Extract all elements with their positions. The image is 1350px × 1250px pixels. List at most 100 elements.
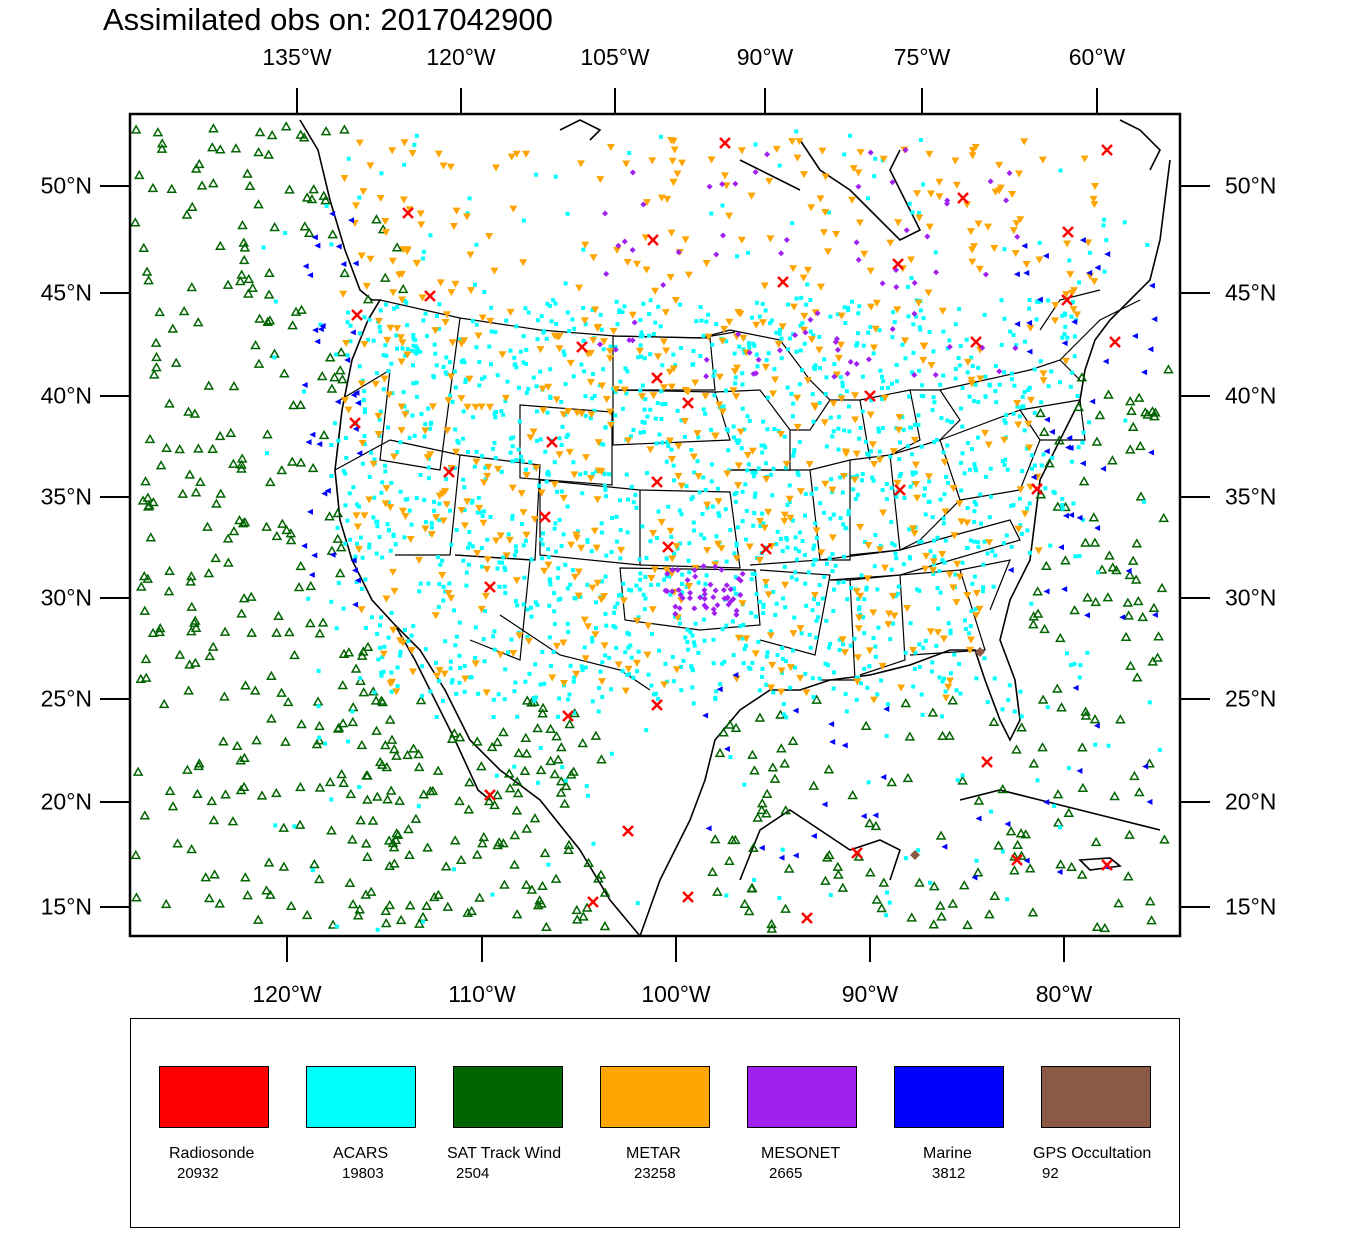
acars-marker [780, 645, 785, 650]
sat-wind-marker [776, 743, 787, 753]
bottom-lon-label: 100°W [641, 981, 711, 1007]
sat-wind-marker [599, 887, 611, 897]
metar-marker [725, 212, 734, 220]
marine-marker [317, 326, 324, 333]
sat-wind-marker [142, 501, 154, 511]
acars-marker [828, 516, 833, 521]
acars-marker [623, 366, 628, 371]
radiosonde-marker [424, 290, 436, 302]
acars-marker [814, 635, 819, 640]
acars-marker [423, 520, 428, 525]
acars-marker [1002, 418, 1007, 423]
acars-marker [812, 558, 817, 563]
marine-marker [1004, 820, 1011, 827]
acars-marker [872, 174, 877, 179]
acars-marker [571, 460, 576, 465]
acars-marker [1002, 247, 1007, 252]
sat-wind-marker [596, 754, 607, 764]
acars-marker [1012, 709, 1017, 714]
metar-marker [867, 303, 876, 311]
acars-marker [656, 696, 661, 701]
sat-wind-marker [240, 872, 251, 882]
acars-marker [1009, 544, 1014, 549]
marine-marker [1072, 684, 1079, 691]
metar-marker [879, 509, 888, 517]
acars-marker [423, 311, 428, 316]
acars-marker [638, 571, 643, 576]
sat-wind-marker [362, 641, 374, 652]
sat-wind-marker [1163, 364, 1174, 374]
acars-marker [345, 518, 350, 523]
sat-wind-marker [190, 163, 202, 173]
acars-marker [764, 654, 769, 659]
metar-marker [685, 582, 694, 590]
mesonet-marker [677, 591, 684, 598]
metar-marker [362, 282, 371, 290]
acars-marker [452, 608, 457, 613]
radiosonde-marker [851, 847, 863, 859]
acars-marker [905, 444, 910, 449]
acars-marker [910, 470, 915, 475]
acars-marker [777, 331, 782, 336]
sat-wind-marker [145, 532, 157, 542]
sat-wind-marker [316, 370, 328, 381]
acars-marker [732, 492, 737, 497]
metar-marker [474, 332, 483, 340]
acars-marker [663, 401, 668, 406]
sat-wind-marker [282, 696, 294, 707]
acars-marker [638, 318, 643, 323]
metar-marker [593, 496, 602, 504]
acars-marker [795, 470, 800, 475]
acars-marker [409, 633, 414, 638]
acars-marker [601, 347, 606, 352]
acars-marker [379, 670, 384, 675]
marine-marker [301, 382, 308, 389]
acars-marker [1069, 314, 1074, 319]
legend-item-mesonet: MESONET 2665 [747, 1019, 907, 1219]
acars-marker [756, 466, 761, 471]
radiosonde-marker [402, 207, 414, 219]
acars-marker [757, 599, 762, 604]
metar-marker [995, 161, 1004, 169]
acars-marker [348, 537, 353, 542]
sat-wind-marker [202, 521, 213, 531]
radiosonde-marker [484, 581, 496, 593]
metar-marker [718, 337, 727, 345]
acars-marker [778, 327, 783, 332]
sat-wind-marker [228, 380, 240, 391]
sat-wind-marker [329, 372, 340, 382]
marine-marker [841, 742, 848, 749]
acars-marker [756, 639, 761, 644]
acars-marker [492, 629, 497, 634]
mesonet-marker [669, 566, 676, 573]
acars-marker [963, 626, 968, 631]
marine-marker [716, 686, 723, 693]
acars-marker [829, 477, 834, 482]
acars-marker [591, 841, 596, 846]
mesonet-marker [720, 232, 727, 239]
acars-marker [831, 686, 836, 691]
marine-marker [308, 571, 315, 578]
acars-marker [987, 515, 992, 520]
acars-marker [781, 702, 786, 707]
acars-marker [784, 715, 789, 720]
sat-wind-marker [402, 749, 413, 760]
metar-marker [911, 481, 920, 489]
marine-marker [1043, 588, 1050, 595]
sat-wind-marker [1148, 602, 1160, 612]
acars-marker [836, 447, 841, 452]
metar-marker [659, 338, 668, 346]
acars-marker [1018, 523, 1023, 528]
sat-wind-marker [219, 691, 230, 701]
sat-wind-marker [280, 736, 291, 746]
sat-wind-marker [756, 798, 768, 808]
metar-marker [386, 504, 395, 512]
sat-wind-marker [142, 573, 154, 583]
metar-marker [693, 430, 702, 438]
acars-marker [724, 893, 729, 898]
sat-wind-marker [1158, 512, 1170, 523]
sat-wind-marker [192, 788, 203, 798]
acars-marker [1050, 455, 1055, 460]
acars-marker [1046, 298, 1051, 303]
metar-marker [975, 265, 984, 273]
